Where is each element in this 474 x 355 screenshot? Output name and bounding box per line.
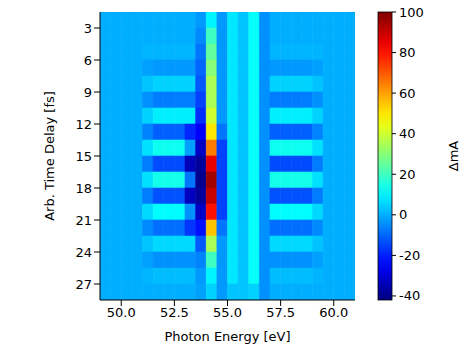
svg-text:27: 27 [75, 277, 92, 292]
svg-text:20: 20 [399, 167, 416, 182]
svg-text:60.0: 60.0 [319, 305, 348, 320]
svg-text:3: 3 [84, 21, 92, 36]
svg-text:55.0: 55.0 [213, 305, 242, 320]
svg-text:0: 0 [399, 207, 407, 222]
svg-text:ΔmA: ΔmA [446, 141, 461, 172]
svg-text:6: 6 [84, 53, 92, 68]
svg-text:9: 9 [84, 85, 92, 100]
svg-text:50.0: 50.0 [107, 305, 136, 320]
svg-text:60: 60 [399, 86, 416, 101]
svg-text:80: 80 [399, 45, 416, 60]
svg-text:52.5: 52.5 [160, 305, 189, 320]
svg-text:12: 12 [75, 117, 92, 132]
svg-text:18: 18 [75, 181, 92, 196]
svg-text:57.5: 57.5 [266, 305, 295, 320]
svg-text:100: 100 [399, 5, 424, 20]
svg-text:-20: -20 [399, 248, 420, 263]
svg-text:15: 15 [75, 149, 92, 164]
svg-text:Photon Energy [eV]: Photon Energy [eV] [164, 329, 290, 344]
svg-text:21: 21 [75, 213, 92, 228]
svg-text:Arb. Time Delay [fs]: Arb. Time Delay [fs] [42, 91, 57, 221]
svg-text:-40: -40 [399, 288, 420, 303]
svg-text:40: 40 [399, 126, 416, 141]
svg-text:24: 24 [75, 245, 92, 260]
